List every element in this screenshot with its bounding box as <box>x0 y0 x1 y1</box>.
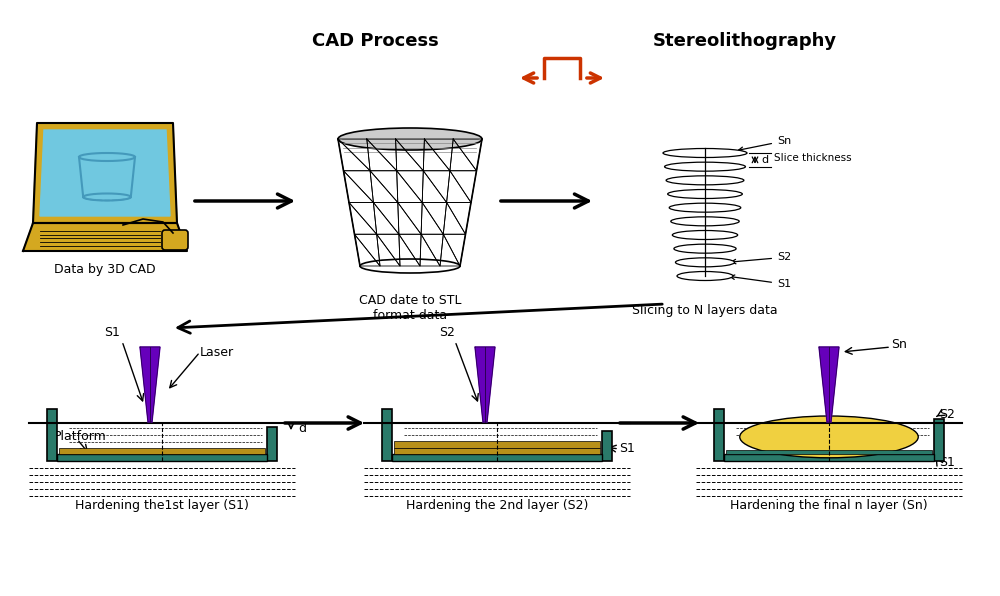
Ellipse shape <box>677 272 733 281</box>
Ellipse shape <box>668 190 742 198</box>
Text: S1: S1 <box>730 275 791 289</box>
Text: Sn: Sn <box>738 136 791 151</box>
Ellipse shape <box>665 162 745 171</box>
Bar <box>726 450 932 454</box>
Text: CAD date to STL
format data: CAD date to STL format data <box>359 294 461 322</box>
Text: S1: S1 <box>619 442 635 455</box>
Ellipse shape <box>671 217 739 226</box>
Ellipse shape <box>663 148 747 157</box>
Ellipse shape <box>669 203 741 212</box>
Bar <box>392 454 602 461</box>
Text: Stereolithography: Stereolithography <box>653 32 837 50</box>
FancyBboxPatch shape <box>162 230 188 250</box>
Bar <box>47 409 57 461</box>
Text: S1: S1 <box>939 457 955 470</box>
Text: Platform: Platform <box>54 430 107 442</box>
Ellipse shape <box>672 231 738 240</box>
Text: Laser: Laser <box>200 346 234 359</box>
Text: S2: S2 <box>939 408 955 421</box>
Text: Slicing to N layers data: Slicing to N layers data <box>632 304 778 317</box>
Polygon shape <box>23 223 187 251</box>
Text: d: d <box>761 155 768 165</box>
Ellipse shape <box>675 258 735 267</box>
Bar <box>394 441 600 448</box>
Polygon shape <box>40 130 170 216</box>
Bar <box>934 419 944 461</box>
Ellipse shape <box>740 416 918 458</box>
Ellipse shape <box>338 128 482 150</box>
Text: Hardening the1st layer (S1): Hardening the1st layer (S1) <box>75 499 249 512</box>
Bar <box>602 431 612 461</box>
Ellipse shape <box>360 259 460 273</box>
Text: Hardening the 2nd layer (S2): Hardening the 2nd layer (S2) <box>406 499 588 512</box>
Polygon shape <box>33 123 177 223</box>
Text: S2: S2 <box>439 326 455 339</box>
Polygon shape <box>475 347 495 422</box>
Text: Sn: Sn <box>891 339 907 352</box>
Bar <box>724 454 934 461</box>
Text: S1: S1 <box>104 326 120 339</box>
Text: CAD Process: CAD Process <box>312 32 438 50</box>
Text: d: d <box>298 421 306 434</box>
Bar <box>714 409 724 461</box>
Ellipse shape <box>674 244 736 253</box>
Polygon shape <box>338 139 482 266</box>
Ellipse shape <box>666 176 744 185</box>
Polygon shape <box>819 347 839 422</box>
Text: Data by 3D CAD: Data by 3D CAD <box>54 263 156 276</box>
Bar <box>267 427 277 461</box>
Bar <box>382 409 392 461</box>
Bar <box>57 454 267 461</box>
Text: Hardening the final n layer (Sn): Hardening the final n layer (Sn) <box>730 499 928 512</box>
Text: Slice thickness: Slice thickness <box>774 153 852 163</box>
Polygon shape <box>140 347 160 422</box>
Text: S2: S2 <box>731 252 791 264</box>
Bar <box>59 448 265 454</box>
Bar <box>394 448 600 454</box>
